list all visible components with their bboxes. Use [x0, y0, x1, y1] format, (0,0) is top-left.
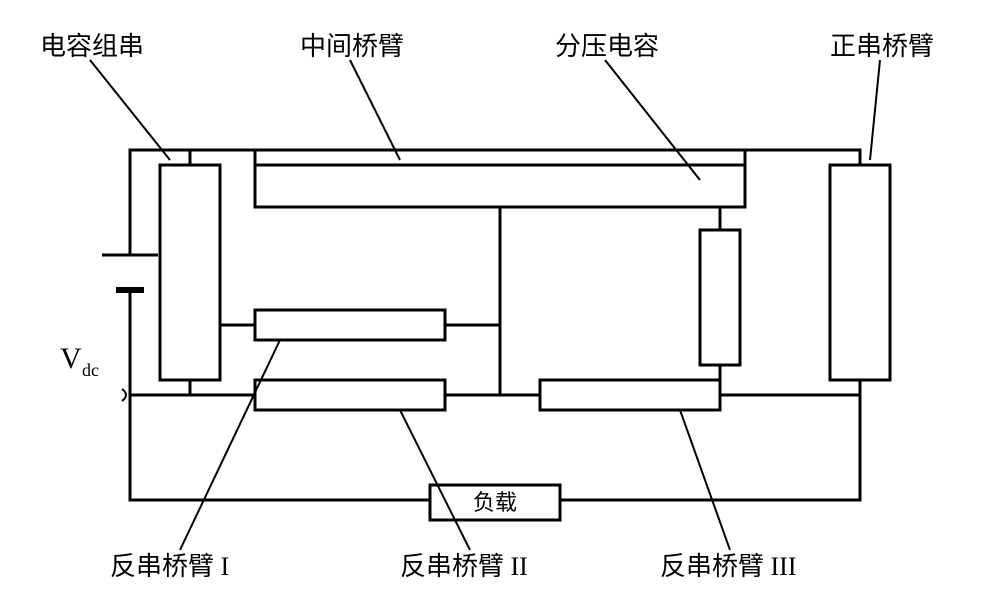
label-anti-3: 反串桥臂 III	[660, 552, 796, 581]
cap-string-box	[160, 165, 220, 380]
label-anti-1: 反串桥臂 I	[110, 552, 229, 581]
label-mid-arm: 中间桥臂	[300, 32, 404, 61]
label-anti-2: 反串桥臂 II	[400, 552, 528, 581]
label-vdiv-cap: 分压电容	[555, 32, 659, 61]
pos-arm-box	[830, 165, 890, 380]
load-label: 负载	[473, 490, 517, 515]
leader-anti-3	[680, 410, 730, 550]
anti-arm-2-box	[255, 380, 445, 410]
mid-arm-box	[255, 165, 745, 207]
leader-pos-arm	[870, 60, 880, 160]
leader-mid-arm	[350, 60, 400, 160]
vdiv-cap-box	[700, 230, 740, 365]
leader-anti-2	[400, 410, 470, 550]
anti-arm-3-box	[540, 380, 720, 410]
anti-arm-1-box	[255, 310, 445, 340]
vdc-sub: dc	[82, 360, 99, 380]
label-cap-string: 电容组串	[40, 32, 144, 61]
node-brace	[122, 389, 126, 401]
vdc-label: V	[60, 342, 82, 375]
leader-cap-string	[90, 60, 170, 160]
leader-vdiv-cap	[605, 60, 700, 180]
label-pos-arm: 正串桥臂	[830, 32, 934, 61]
